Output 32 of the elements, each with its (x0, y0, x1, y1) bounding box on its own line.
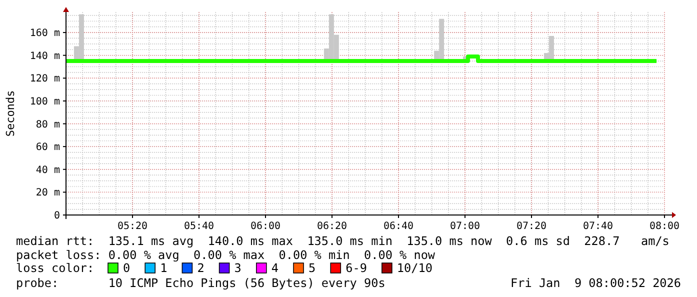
legend-label: 0 (123, 261, 130, 275)
x-tick-label: 07:00 (450, 221, 480, 232)
y-tick-label: 40 m (36, 164, 60, 176)
legend-label: 5 (308, 261, 316, 275)
legend-label: 4 (271, 261, 279, 275)
y-tick-label: 0 (54, 210, 60, 222)
y-tick-label: 20 m (36, 188, 60, 199)
x-tick-label: 06:20 (316, 221, 348, 232)
legend-label: 6-9 (346, 261, 367, 275)
legend-label: 3 (234, 261, 242, 275)
x-tick-label: 08:00 (649, 221, 680, 232)
y-tick-label: 80 m (36, 119, 60, 130)
text: median rtt: 135.1 ms avg 140.0 ms max 135.0 ms min 135.0 ms now 0.6 ms sd 228.7 am/s (16, 234, 670, 248)
text: Fri Jan 9 08:00:52 2026 (510, 276, 681, 290)
legend-label: 10/10 (396, 261, 432, 275)
x-tick-label: 05:40 (184, 221, 214, 232)
x-tick-label: 06:40 (383, 221, 414, 232)
x-tick-label: 05:20 (117, 221, 148, 232)
x-tick-label: 07:40 (582, 221, 614, 232)
text: packet loss: 0.00 % avg 0.00 % max 0.00 % min 0.00 % now (16, 248, 436, 262)
y-tick-label: 60 m (36, 142, 60, 154)
y-tick-label: 140 m (30, 50, 60, 62)
legend-label: 2 (197, 261, 204, 275)
y-tick-label: 100 m (30, 96, 60, 108)
x-tick-label: 07:20 (516, 221, 547, 232)
y-axis-title: Seconds (4, 90, 17, 137)
y-tick-label: 160 m (30, 28, 60, 40)
legend-title: loss color: (16, 261, 94, 275)
x-tick-label: 06:00 (250, 221, 281, 232)
legend-label: 1 (160, 261, 168, 275)
y-tick-label: 120 m (30, 74, 60, 85)
text: probe: 10 ICMP Echo Pings (56 Bytes) every 90s (16, 276, 386, 290)
